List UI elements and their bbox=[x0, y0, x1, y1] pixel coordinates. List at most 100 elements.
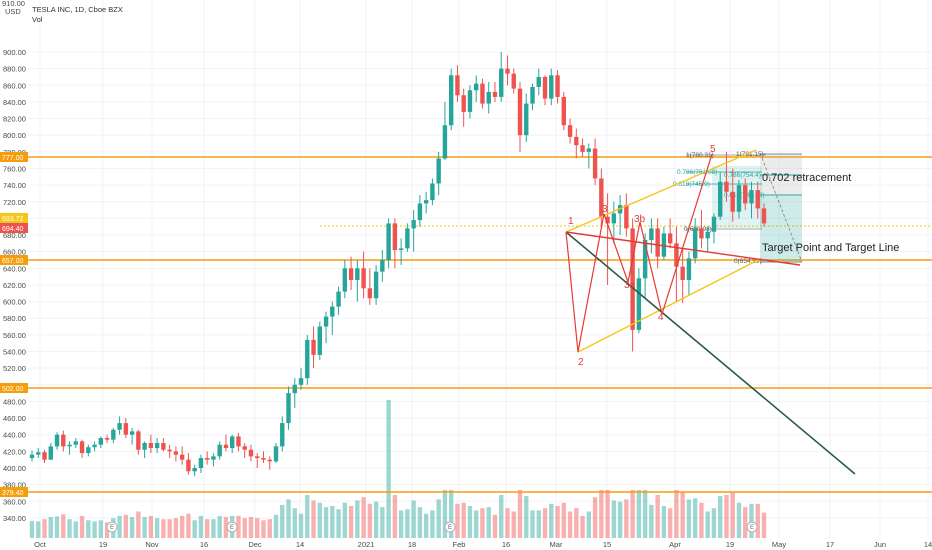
volume-bar bbox=[255, 518, 260, 538]
candle-body bbox=[680, 266, 685, 280]
volume-bar bbox=[148, 515, 154, 538]
volume-bar bbox=[636, 490, 642, 538]
candle-body bbox=[111, 429, 116, 440]
candle-body bbox=[430, 183, 435, 201]
fib-label-618: 0.618(745.9) bbox=[673, 181, 710, 188]
y-tick-label: 820.00 bbox=[3, 115, 26, 124]
candles bbox=[29, 52, 767, 477]
candle-body bbox=[286, 393, 291, 424]
candle-body bbox=[79, 441, 85, 454]
volume-bar bbox=[442, 490, 448, 538]
volume-bar bbox=[236, 515, 241, 538]
tag-502-bg bbox=[0, 383, 28, 393]
candle-body bbox=[736, 185, 742, 212]
earnings-marker-icon[interactable] bbox=[746, 521, 758, 533]
gfib-label-1: 1(781.15) bbox=[736, 151, 764, 158]
earnings-marker-icon[interactable] bbox=[444, 521, 456, 533]
candle-body bbox=[204, 458, 210, 460]
grid bbox=[28, 0, 932, 538]
wave-label-3a: 3a bbox=[624, 280, 636, 291]
earnings-marker-icon[interactable] bbox=[226, 521, 238, 533]
y-tick-label: 520.00 bbox=[3, 364, 26, 373]
candle-body bbox=[136, 431, 141, 450]
candle-body bbox=[73, 441, 78, 445]
volume-bar bbox=[305, 495, 310, 538]
candle-body bbox=[592, 148, 598, 179]
candle-body bbox=[223, 444, 229, 449]
volume-bar bbox=[154, 518, 160, 538]
fib-label-1: 1(780.31) bbox=[686, 152, 714, 159]
volume-bar bbox=[492, 514, 498, 538]
candle-body bbox=[305, 339, 310, 379]
volume-bar bbox=[674, 490, 679, 538]
y-tick-label: 380.00 bbox=[3, 481, 26, 490]
candle-body bbox=[298, 378, 304, 385]
candle-body bbox=[749, 190, 754, 204]
candle-body bbox=[624, 205, 629, 229]
x-tick-label: Nov bbox=[145, 540, 159, 549]
volume-bar bbox=[505, 508, 510, 538]
y-tick-label: 720.00 bbox=[3, 198, 26, 207]
wave-label-1: 1 bbox=[568, 216, 574, 227]
y-tick-label: 420.00 bbox=[3, 447, 26, 456]
retracement-annotation[interactable]: 0.702 retracement bbox=[762, 172, 851, 184]
candle-body bbox=[555, 75, 560, 97]
candle-body bbox=[730, 191, 735, 212]
volume-bar bbox=[348, 506, 354, 538]
candle-body bbox=[248, 449, 254, 457]
volume-bar bbox=[642, 490, 648, 538]
candle-body bbox=[367, 288, 373, 299]
volume-bar bbox=[398, 510, 404, 538]
candle-body bbox=[161, 443, 166, 450]
channel-lower-line[interactable] bbox=[577, 257, 763, 353]
candle-body bbox=[117, 423, 122, 430]
y-tick-label: 360.00 bbox=[3, 497, 26, 506]
volume-bar bbox=[129, 517, 135, 538]
candle-body bbox=[536, 76, 541, 87]
y-tick-label: 740.00 bbox=[3, 181, 26, 190]
y-tick-label: 440.00 bbox=[3, 431, 26, 440]
earnings-marker-icon[interactable] bbox=[106, 521, 118, 533]
target-annotation[interactable]: Target Point and Target Line bbox=[762, 242, 899, 254]
x-tick-label: 19 bbox=[99, 540, 107, 549]
volume-bar bbox=[574, 508, 579, 538]
candle-body bbox=[267, 459, 272, 462]
x-tick-label: Mar bbox=[550, 540, 563, 549]
volume-bar bbox=[592, 497, 598, 538]
candle-body bbox=[499, 68, 504, 97]
x-tick-label: Jun bbox=[874, 540, 886, 549]
candle-body bbox=[167, 449, 172, 452]
volume-bar bbox=[761, 512, 767, 538]
wave-2-3-line bbox=[577, 213, 605, 353]
volume-bar bbox=[686, 499, 692, 538]
candle-body bbox=[42, 452, 47, 460]
currency-label: USD bbox=[5, 7, 21, 16]
wave-label-5: 5 bbox=[710, 144, 716, 155]
candle-body bbox=[461, 95, 466, 112]
candle-body bbox=[611, 213, 617, 224]
volume-bar bbox=[405, 509, 410, 538]
channel-upper-line[interactable] bbox=[565, 149, 757, 233]
y-tick-label: 560.00 bbox=[3, 331, 26, 340]
wave-1-2-line bbox=[565, 231, 579, 353]
y-tick-label: 580.00 bbox=[3, 314, 26, 323]
price-tags: 910.00 USD 777.00 693.72 694.40 657.00 5… bbox=[0, 0, 28, 497]
candle-body bbox=[386, 223, 391, 260]
tag-502: 502.00 bbox=[2, 386, 24, 393]
wave-3a-3b-line bbox=[627, 221, 641, 283]
volume-bar bbox=[267, 519, 272, 538]
dark-trend-line[interactable] bbox=[565, 231, 856, 475]
volume-bar bbox=[117, 515, 122, 538]
tag-777-bg bbox=[0, 152, 28, 162]
candle-body bbox=[154, 443, 160, 449]
volume-bar bbox=[736, 502, 742, 538]
drawings[interactable] bbox=[565, 149, 856, 475]
candle-body bbox=[542, 76, 548, 99]
volume-bar bbox=[104, 522, 110, 538]
horizontal-levels[interactable] bbox=[28, 156, 932, 493]
y-tick-label: 680.00 bbox=[3, 231, 26, 240]
candle-body bbox=[511, 73, 516, 89]
volume-bar bbox=[555, 506, 560, 538]
